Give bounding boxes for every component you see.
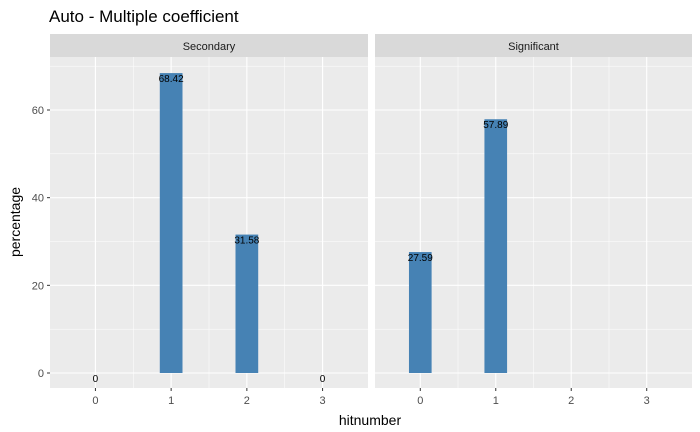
- bar-significant-1: [484, 119, 508, 373]
- x-tick-label: 1: [493, 395, 499, 407]
- facet-panel-0: Secondary 0 68.42 31.58 0 0 1 2 3: [50, 34, 368, 407]
- chart-title: Auto - Multiple coefficient: [49, 7, 239, 26]
- x-tick-label: 2: [244, 395, 250, 407]
- x-tick-label: 0: [417, 395, 423, 407]
- bar-secondary-2: [235, 234, 259, 373]
- data-label: 57.89: [483, 120, 508, 131]
- x-tick-label: 0: [92, 395, 98, 407]
- facet-strip: [50, 34, 368, 57]
- y-tick-label: 20: [32, 280, 44, 292]
- data-label: 68.42: [159, 74, 184, 85]
- y-axis-title: percentage: [7, 187, 23, 257]
- x-tick-label: 3: [644, 395, 650, 407]
- x-tick-label: 2: [568, 395, 574, 407]
- x-tick-label: 3: [320, 395, 326, 407]
- y-tick-label: 0: [38, 368, 44, 380]
- data-label: 0: [93, 374, 99, 385]
- facet-strip-label: Significant: [508, 41, 559, 53]
- data-label: 27.59: [408, 253, 433, 264]
- facet-strip-label: Secondary: [183, 41, 236, 53]
- x-axis-title: hitnumber: [339, 412, 402, 428]
- bar-secondary-1: [159, 73, 183, 373]
- bar-significant-0: [408, 252, 432, 373]
- data-label: 0: [320, 374, 326, 385]
- facet-panel-1: Significant 27.59 57.89 0 1 2 3: [375, 34, 692, 407]
- facet-strip: [375, 34, 692, 57]
- facet-panels: Secondary 0 68.42 31.58 0 0 1 2 3 Significant 27.5…: [50, 34, 692, 407]
- y-tick-label: 40: [32, 193, 44, 205]
- x-tick-label: 1: [168, 395, 174, 407]
- data-label: 31.58: [234, 236, 259, 247]
- y-axis: 0 20 40 60: [32, 105, 50, 380]
- y-tick-label: 60: [32, 105, 44, 117]
